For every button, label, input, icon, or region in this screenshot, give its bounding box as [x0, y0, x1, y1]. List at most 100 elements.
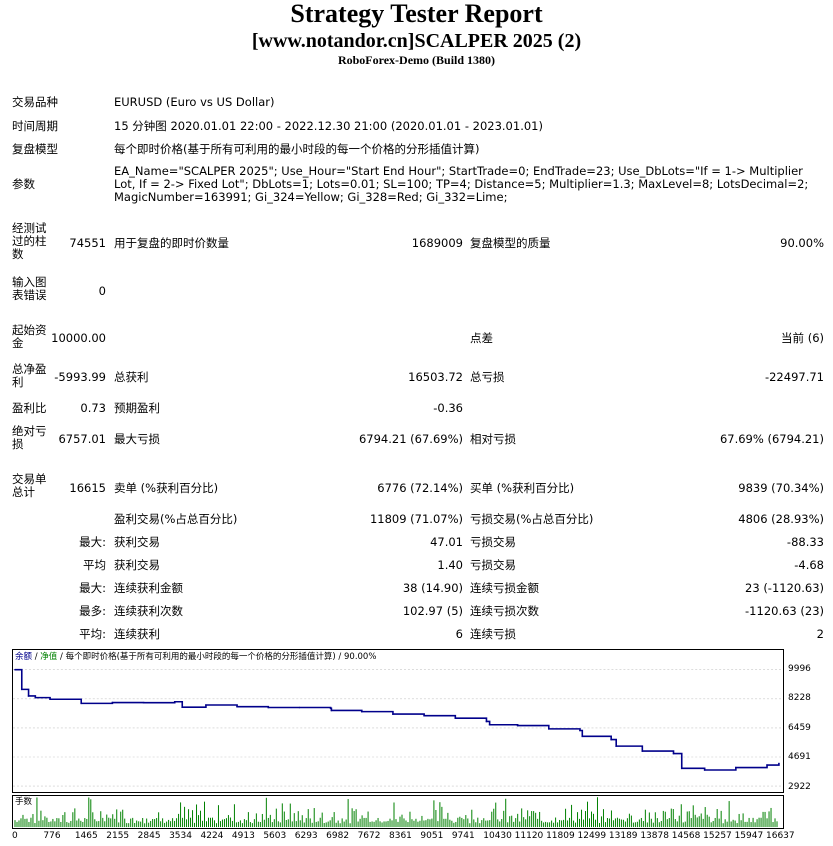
x-tick-label: 3534 [169, 831, 192, 841]
max-dd-label: 最大亏损 [114, 432, 160, 446]
legend-equity: 净值 [40, 652, 58, 662]
period-value: 15 分钟图 2020.01.01 22:00 - 2022.12.30 21:… [114, 119, 543, 133]
profit-trades-value: 11809 (71.07%) [369, 512, 463, 526]
symbol-label: 交易品种 [12, 95, 58, 109]
x-tick-label: 11809 [546, 831, 575, 841]
deposit-label: 起始资金 [12, 323, 47, 350]
x-tick-label: 0 [12, 831, 18, 841]
short-label: 卖单 (%获利百分比) [114, 481, 219, 495]
x-tick-label: 5603 [263, 831, 287, 841]
balance-point [423, 714, 425, 717]
avg-consec-wins-label: 连续获利 [114, 627, 160, 641]
average-label: 平均 [83, 558, 106, 572]
bars-value: 74551 [69, 236, 106, 250]
largest-profit-value: 47.01 [430, 535, 463, 549]
balance-point [80, 702, 83, 705]
loss-trades-value: 4806 (28.93%) [738, 512, 824, 526]
x-tick-label: 6293 [294, 831, 318, 841]
quality-value: 90.00% [780, 236, 824, 250]
balance-point [205, 704, 207, 706]
avg-label: 平均: [79, 627, 106, 641]
largest-loss-label: 亏损交易 [470, 535, 516, 549]
bars-label: 经测试过的柱数 [12, 221, 47, 261]
y-tick-label: 8228 [788, 693, 811, 704]
x-tick-label: 6982 [326, 831, 350, 841]
balance-point [49, 698, 51, 701]
balance-point [173, 700, 176, 703]
x-tick-label: 8361 [389, 831, 412, 841]
balance-point [298, 706, 301, 709]
trades-label: 交易单总计 [12, 472, 47, 499]
x-tick-label: 13189 [608, 831, 638, 841]
balance-point [330, 709, 333, 712]
loss-trades-label: 亏损交易(%占总百分比) [470, 512, 594, 526]
x-tick-label: 11120 [514, 831, 544, 841]
model-value: 每个即时价格(基于所有可利用的最小时段的每一个价格的分形插值计算) [114, 142, 480, 156]
gross-profit-label: 总获利 [114, 370, 149, 384]
x-tick-label: 13878 [640, 831, 669, 841]
x-tick-label: 9741 [451, 831, 475, 841]
balance-point [20, 688, 23, 691]
balance-point [672, 752, 675, 755]
short-value: 6776 (72.14%) [377, 481, 463, 495]
x-tick-label: 2845 [137, 831, 161, 841]
ticks-label: 用于复盘的即时价数量 [114, 236, 229, 250]
x-tick-label: 9051 [420, 831, 444, 841]
largest-loss-value: -88.33 [786, 535, 824, 549]
deposit-value: 10000.00 [51, 331, 106, 345]
y-tick-label: 2922 [788, 782, 811, 792]
balance-chart [12, 649, 784, 793]
maximal-consec-loss-label: 连续亏损次数 [470, 604, 539, 618]
spread-label: 点差 [470, 331, 493, 345]
avg-consec-losses-label: 连续亏损 [470, 627, 516, 641]
balance-point [14, 668, 16, 671]
max-dd-value: 6794.21 (67.69%) [358, 432, 463, 446]
long-label: 买单 (%获利百分比) [470, 481, 575, 495]
x-tick-label: 12499 [577, 831, 607, 841]
y-tick-label: 9996 [788, 664, 811, 674]
balance-point [111, 701, 114, 704]
long-value: 9839 (70.34%) [738, 481, 824, 495]
x-tick-label: 10430 [483, 831, 512, 841]
x-tick-label: 15947 [734, 831, 764, 841]
abs-dd-value: 6757.01 [58, 432, 106, 446]
balance-point [778, 762, 780, 765]
balance-point [488, 723, 491, 726]
errors-value: 0 [98, 284, 106, 298]
legend-sep-1: / [32, 652, 41, 662]
balance-point [610, 738, 612, 741]
balance-point [267, 706, 270, 709]
x-tick-label: 776 [43, 831, 61, 841]
report-subtitle: [www.notandor.cn]SCALPER 2025 (2) [251, 30, 582, 52]
model-label: 复盘模型 [12, 142, 58, 156]
rel-dd-value: 67.69% (6794.21) [719, 432, 824, 446]
params-value: EA_Name="SCALPER 2025"; Use_Hour="Start … [114, 164, 809, 204]
legend-sep-2: / [57, 652, 66, 662]
y-tick-label: 4691 [788, 752, 811, 763]
x-tick-label: 4224 [200, 831, 224, 841]
payoff-label: 预期盈利 [114, 401, 160, 415]
avg-consec-wins-value: 6 [455, 627, 463, 641]
max-consec-losses-label: 连续亏损金额 [470, 581, 539, 595]
ticks-value: 1689009 [411, 236, 463, 250]
balance-point [34, 696, 37, 699]
average-profit-value: 1.40 [437, 558, 463, 572]
errors-label: 输入图表错误 [12, 275, 47, 302]
balance-point [181, 706, 184, 708]
balance-point [454, 717, 457, 719]
avg-consec-losses-value: 2 [816, 627, 824, 641]
spread-value: 当前 (6) [781, 331, 824, 345]
balance-point [329, 707, 332, 710]
net-value: -5993.99 [54, 370, 106, 384]
maximal-consec-profit-label: 连续获利次数 [114, 604, 183, 618]
average-loss-label: 亏损交易 [470, 558, 516, 572]
x-tick-label: 2155 [106, 831, 130, 841]
trades-value: 16615 [69, 481, 106, 495]
balance-point [615, 745, 617, 747]
balance-point [680, 767, 683, 770]
net-label: 总净盈利 [12, 362, 47, 389]
legend-description: 每个即时价格(基于所有可利用的最小时段的每一个价格的分形插值计算) / 90.0… [65, 652, 377, 662]
balance-line [14, 668, 780, 771]
max-consec-losses-value: 23 (-1120.63) [745, 581, 824, 595]
average-loss-value: -4.68 [794, 558, 824, 572]
